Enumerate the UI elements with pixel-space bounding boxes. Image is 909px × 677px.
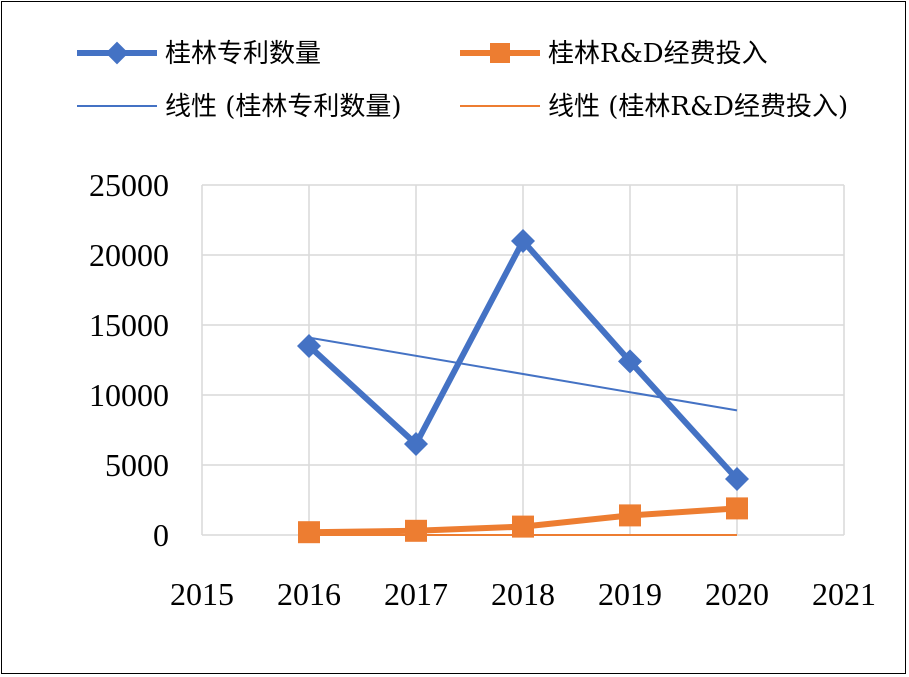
legend-label-rd-trend: 线性 (桂林R&D经费投入) <box>548 92 848 122</box>
y-tick-label: 25000 <box>89 167 169 203</box>
legend-item-rd-trend: 线性 (桂林R&D经费投入) <box>460 92 848 122</box>
data-point-square <box>619 504 641 527</box>
x-tick-label: 2016 <box>277 576 341 612</box>
x-tick-label: 2018 <box>491 576 555 612</box>
legend-label-patents-trend: 线性 (桂林专利数量) <box>165 92 402 122</box>
x-tick-label: 2021 <box>812 576 876 612</box>
x-tick-label: 2015 <box>170 576 234 612</box>
data-point-diamond <box>297 334 321 358</box>
y-tick-label: 15000 <box>89 307 169 343</box>
data-point-diamond <box>511 229 535 253</box>
data-point-square <box>405 519 427 542</box>
y-tick-label: 0 <box>153 517 169 553</box>
legend: 桂林专利数量 桂林R&D经费投入 线性 (桂林专利数量) 线性 (桂林R&D经费… <box>77 39 848 122</box>
data-point-square <box>512 515 534 538</box>
legend-item-patents-trend: 线性 (桂林专利数量) <box>77 92 402 122</box>
plot-area: 0 5000 10000 15000 20000 25000 2015 2016 2017 201… <box>89 167 876 612</box>
legend-item-rd: 桂林R&D经费投入 <box>460 39 768 69</box>
legend-label-rd: 桂林R&D经费投入 <box>548 39 768 69</box>
y-tick-label: 10000 <box>89 377 169 413</box>
data-point-square <box>726 497 748 520</box>
legend-square-marker <box>490 43 510 63</box>
legend-label-patents: 桂林专利数量 <box>165 39 321 69</box>
x-tick-label: 2017 <box>384 576 448 612</box>
data-point-diamond <box>618 349 642 374</box>
data-point-diamond <box>404 432 428 456</box>
legend-diamond-marker <box>105 41 129 65</box>
data-point-diamond <box>725 467 749 491</box>
x-tick-label: 2019 <box>598 576 662 612</box>
y-tick-label: 5000 <box>105 447 169 483</box>
y-tick-label: 20000 <box>89 237 169 273</box>
legend-item-patents: 桂林专利数量 <box>77 39 321 69</box>
data-point-square <box>298 521 320 544</box>
x-tick-label: 2020 <box>705 576 769 612</box>
